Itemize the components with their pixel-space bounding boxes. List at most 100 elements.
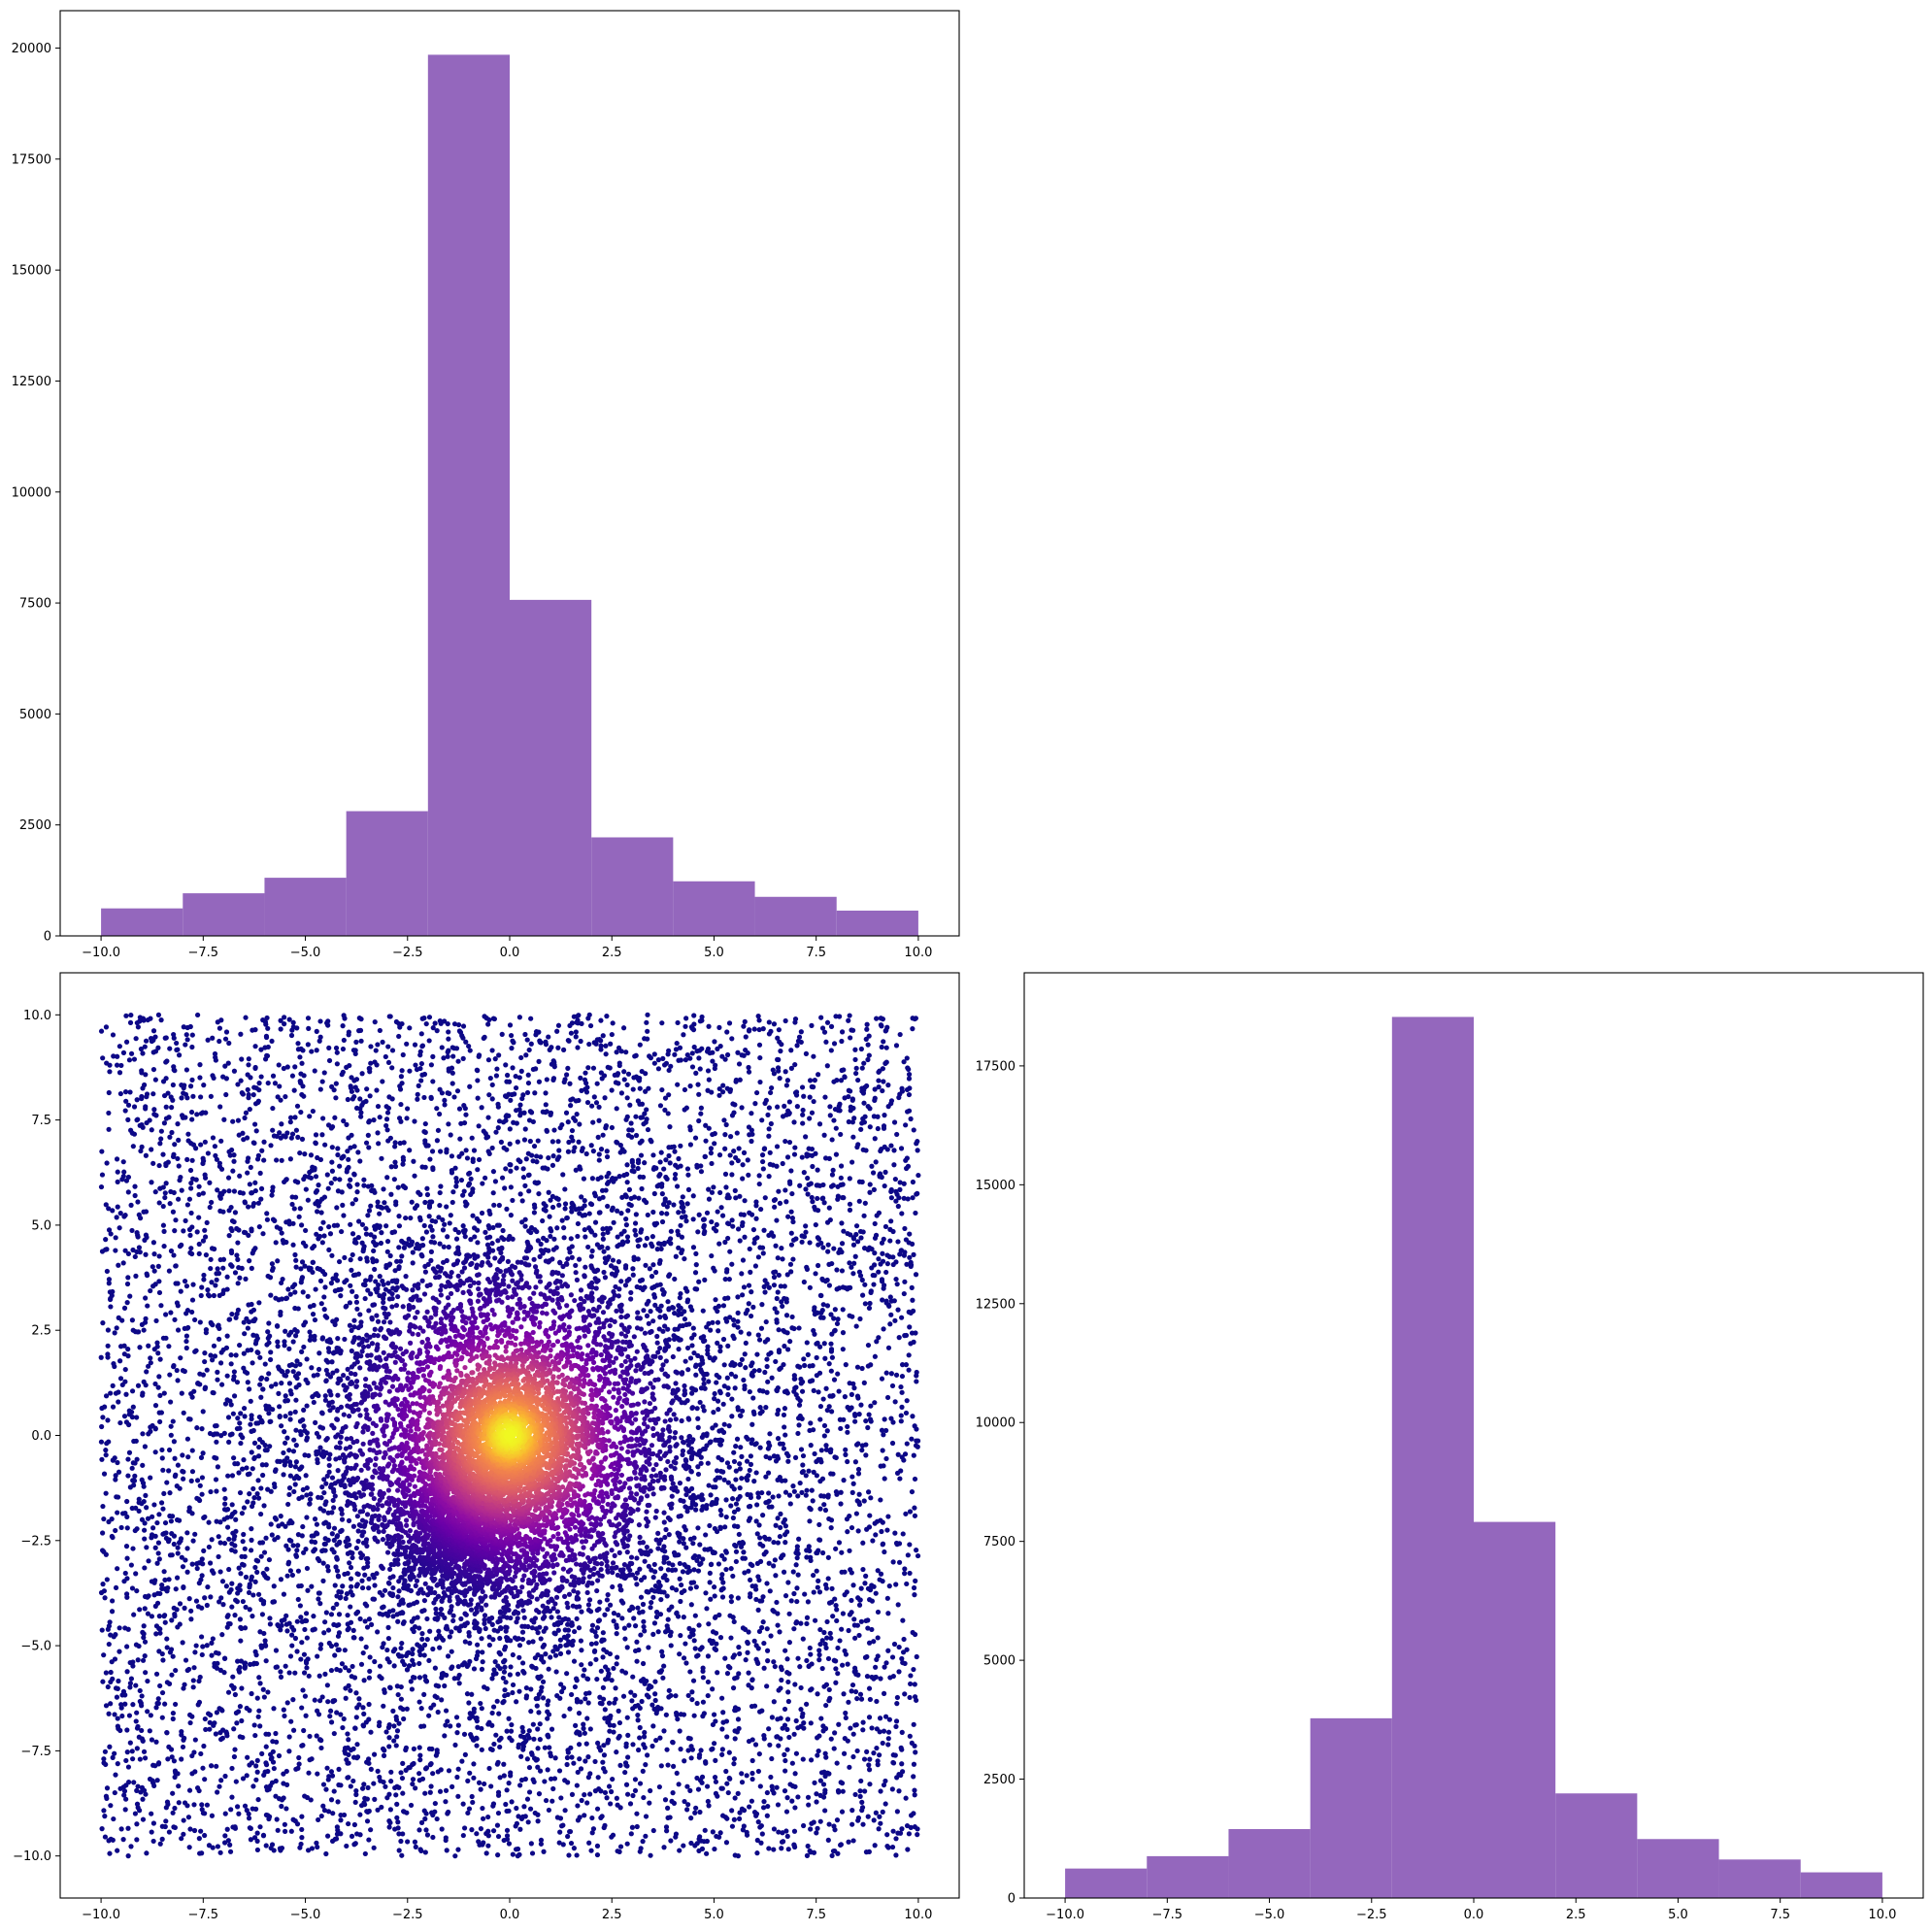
- scatter-point: [698, 1105, 704, 1111]
- scatter-point: [777, 1076, 782, 1082]
- scatter-point: [104, 1785, 111, 1791]
- scatter-point: [836, 1540, 843, 1546]
- scatter-point: [712, 1646, 717, 1651]
- scatter-point: [325, 1022, 331, 1028]
- scatter-point: [358, 1114, 364, 1119]
- scatter-point: [816, 1651, 822, 1658]
- scatter-point: [899, 1389, 905, 1395]
- scatter-point: [826, 1361, 832, 1367]
- scatter-point: [823, 1702, 829, 1709]
- scatter-point: [193, 1643, 199, 1649]
- scatter-point: [824, 1428, 830, 1434]
- scatter-point: [116, 1678, 121, 1684]
- scatter-point: [831, 1246, 837, 1251]
- scatter-point: [744, 1829, 749, 1835]
- scatter-point: [192, 1531, 198, 1537]
- scatter-point: [888, 1143, 894, 1149]
- scatter-point: [587, 1726, 593, 1732]
- scatter-point: [300, 1048, 306, 1053]
- scatter-point: [221, 1670, 227, 1676]
- scatter-point: [422, 1120, 428, 1127]
- scatter-point: [133, 1718, 139, 1724]
- scatter-point: [129, 1415, 135, 1420]
- scatter-point: [789, 1314, 795, 1320]
- scatter-point: [602, 1789, 609, 1796]
- scatter-point: [111, 1053, 117, 1059]
- scatter-point: [803, 1186, 809, 1192]
- scatter-point: [191, 1749, 197, 1755]
- scatter-point: [341, 1812, 348, 1818]
- scatter-point: [364, 1796, 370, 1802]
- scatter-point: [908, 1681, 914, 1687]
- scatter-point: [706, 1125, 712, 1131]
- scatter-point: [377, 1719, 383, 1725]
- scatter-point: [386, 1744, 392, 1749]
- scatter-point: [764, 1626, 770, 1632]
- scatter-point: [157, 1682, 163, 1689]
- scatter-point: [780, 1160, 785, 1167]
- scatter-point: [891, 1148, 897, 1153]
- scatter-point: [766, 1105, 773, 1111]
- scatter-point: [187, 1083, 194, 1089]
- scatter-point: [524, 1037, 530, 1043]
- scatter-point: [289, 1131, 296, 1137]
- scatter-point: [242, 1115, 248, 1121]
- scatter-point: [189, 1561, 195, 1567]
- scatter-point: [739, 1052, 745, 1058]
- scatter-point: [180, 1640, 185, 1646]
- scatter-point: [482, 1781, 487, 1787]
- scatter-point: [149, 1737, 155, 1743]
- scatter-point: [681, 1209, 686, 1215]
- scatter-point: [428, 1783, 434, 1789]
- scatter-point: [328, 1769, 335, 1775]
- scatter-point: [755, 1819, 761, 1825]
- scatter-point: [223, 1091, 229, 1098]
- scatter-point: [705, 1679, 712, 1685]
- scatter-point: [153, 1705, 159, 1711]
- scatter-point: [108, 1803, 114, 1809]
- scatter-point: [835, 1671, 841, 1677]
- scatter-point: [252, 1732, 258, 1739]
- scatter-point: [259, 1750, 265, 1756]
- scatter-point: [494, 1066, 500, 1072]
- scatter-point: [782, 1593, 789, 1599]
- scatter-point: [391, 1738, 397, 1744]
- scatter-point: [315, 1653, 320, 1659]
- scatter-point: [682, 1758, 687, 1764]
- scatter-point: [712, 1039, 717, 1045]
- scatter-point: [893, 1043, 900, 1049]
- scatter-point: [753, 1216, 759, 1221]
- scatter-point: [332, 1697, 338, 1704]
- x-tick-label: 5.0: [704, 946, 724, 960]
- scatter-point: [890, 1752, 896, 1758]
- scatter-point: [261, 1694, 267, 1700]
- scatter-point: [814, 1183, 819, 1188]
- scatter-point: [168, 1518, 175, 1524]
- scatter-point: [117, 1419, 123, 1426]
- scatter-point: [818, 1715, 824, 1721]
- scatter-point: [820, 1302, 826, 1308]
- scatter-point: [221, 1541, 228, 1547]
- scatter-point: [513, 1084, 519, 1091]
- scatter-point: [332, 1176, 338, 1182]
- scatter-point: [205, 1150, 212, 1156]
- scatter-point: [190, 1282, 196, 1287]
- scatter-point: [804, 1701, 810, 1707]
- scatter-point: [217, 1195, 223, 1201]
- scatter-point: [781, 1519, 786, 1525]
- scatter-point: [98, 1354, 104, 1360]
- scatter-point: [430, 1053, 436, 1059]
- scatter-point: [858, 1402, 864, 1408]
- scatter-point: [645, 1028, 650, 1034]
- scatter-point: [792, 1682, 798, 1687]
- scatter-point: [299, 1705, 305, 1711]
- scatter-point: [120, 1260, 126, 1266]
- scatter-point: [160, 1203, 166, 1210]
- scatter-point: [875, 1762, 881, 1768]
- scatter-point: [812, 1078, 817, 1083]
- scatter-point: [759, 1152, 766, 1158]
- scatter-point: [263, 1784, 270, 1790]
- scatter-point: [898, 1418, 904, 1424]
- scatter-point: [775, 1255, 781, 1261]
- scatter-point: [672, 1149, 678, 1154]
